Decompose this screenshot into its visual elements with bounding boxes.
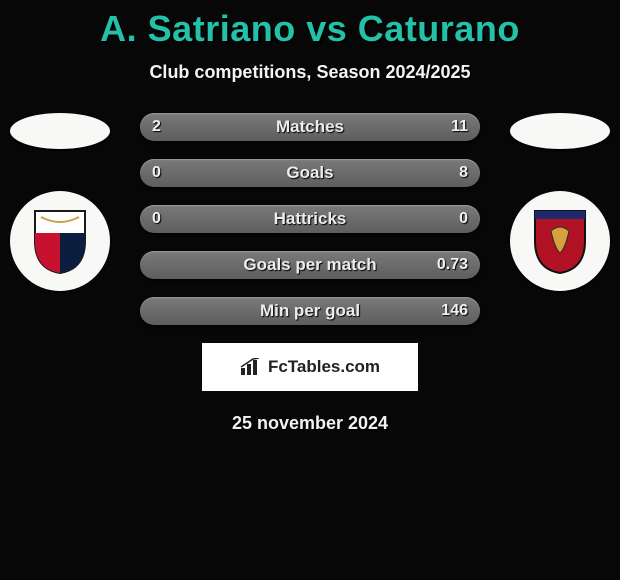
stat-bar-list: 2 Matches 11 0 Goals 8 0 Hattricks 0 Goa… (140, 113, 480, 325)
comparison-stage: 2 Matches 11 0 Goals 8 0 Hattricks 0 Goa… (0, 113, 620, 434)
club-left-badge (10, 191, 110, 291)
club-right-crest-icon (531, 207, 589, 275)
vs-separator: vs (306, 8, 347, 49)
player-left-name: A. Satriano (100, 8, 296, 49)
stat-right-value: 11 (451, 113, 468, 141)
club-left-crest-icon (31, 207, 89, 275)
stat-bar: Min per goal 146 (140, 297, 480, 325)
stat-label: Min per goal (260, 301, 360, 321)
comparison-title: A. Satriano vs Caturano (0, 0, 620, 50)
club-right-badge (510, 191, 610, 291)
brand-text: FcTables.com (268, 357, 380, 377)
stat-label: Goals per match (243, 255, 376, 275)
stat-left-value: 0 (152, 159, 161, 187)
player-right-column (500, 113, 620, 291)
player-left-column (0, 113, 120, 291)
stat-label: Matches (276, 117, 344, 137)
stat-bar: 2 Matches 11 (140, 113, 480, 141)
player-right-avatar (510, 113, 610, 149)
stat-left-value: 0 (152, 205, 161, 233)
player-left-avatar (10, 113, 110, 149)
snapshot-date: 25 november 2024 (0, 413, 620, 434)
brand-badge: FcTables.com (202, 343, 418, 391)
stat-right-value: 0 (459, 205, 468, 233)
stat-left-value: 2 (152, 113, 161, 141)
comparison-subtitle: Club competitions, Season 2024/2025 (0, 62, 620, 83)
stat-label: Goals (286, 163, 333, 183)
bar-chart-icon (240, 358, 262, 376)
stat-label: Hattricks (274, 209, 347, 229)
stat-right-value: 146 (441, 297, 468, 325)
stat-bar: Goals per match 0.73 (140, 251, 480, 279)
stat-right-value: 8 (459, 159, 468, 187)
stat-bar: 0 Goals 8 (140, 159, 480, 187)
player-right-name: Caturano (358, 8, 520, 49)
stat-bar: 0 Hattricks 0 (140, 205, 480, 233)
stat-right-value: 0.73 (437, 251, 468, 279)
